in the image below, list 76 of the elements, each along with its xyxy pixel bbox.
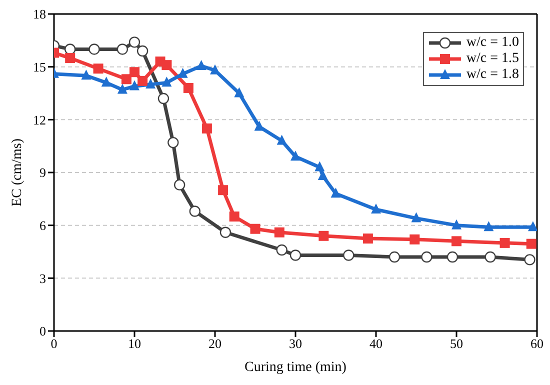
point [421,251,432,263]
point [276,134,287,145]
y-tick-label: 0 [40,324,46,339]
x-tick-label: 20 [208,336,222,352]
point [162,76,172,87]
point [117,84,128,94]
point [274,227,284,238]
x-tick-label: 60 [530,336,544,352]
x-tick-label: 40 [370,336,382,352]
legend-label: w/c = 1.8 [466,67,519,83]
point [314,161,325,172]
point [183,82,194,93]
point [484,221,494,232]
y-tick-label: 6 [40,218,46,233]
point [446,251,458,263]
point [452,219,462,230]
y-tick-label: 15 [33,59,46,74]
point [410,234,420,244]
point [121,74,132,84]
point [168,136,179,148]
point [484,251,496,263]
point [388,251,400,263]
point [116,44,128,55]
point [128,36,140,48]
point [452,236,462,246]
point [290,250,302,261]
x-tick-label: 30 [289,336,302,352]
x-tick-label: 50 [450,336,463,352]
legend-label: w/c = 1.0 [466,35,519,51]
point [130,80,140,90]
point [65,53,76,64]
y-tick-label: 12 [33,112,46,128]
point [318,230,329,241]
x-tick-label: 10 [128,336,141,352]
y-tick-label: 18 [33,6,46,22]
point [343,250,354,261]
point [234,87,244,98]
point [101,76,112,87]
point [528,221,537,232]
point [318,170,328,180]
point [526,238,536,249]
legend-label: w/c = 1.5 [466,51,519,67]
y-tick-label: 9 [40,165,46,180]
point [500,238,510,248]
point [362,234,373,244]
point [218,185,228,196]
y-tick-label: 3 [40,270,46,286]
point [202,123,212,134]
point [146,78,156,88]
point [81,70,92,80]
point [276,244,288,256]
point [254,120,264,131]
x-axis-title: Curing time (min) [244,360,347,375]
point [174,179,186,190]
point [210,64,220,74]
point [64,44,76,55]
point [130,67,140,78]
point [178,68,188,78]
point [138,76,148,86]
point [162,60,172,70]
point [411,212,422,222]
y-axis-title: EC (cm/ms) [10,138,25,207]
point [136,45,148,57]
point [158,92,170,104]
point [371,203,381,214]
point [524,254,536,266]
point [93,64,104,74]
point [88,44,100,55]
x-tick-label: 0 [50,336,58,352]
point [196,60,206,70]
point [250,224,260,234]
point [290,150,300,161]
point [330,188,341,198]
point [220,226,232,238]
point [189,206,200,217]
point [229,212,240,222]
